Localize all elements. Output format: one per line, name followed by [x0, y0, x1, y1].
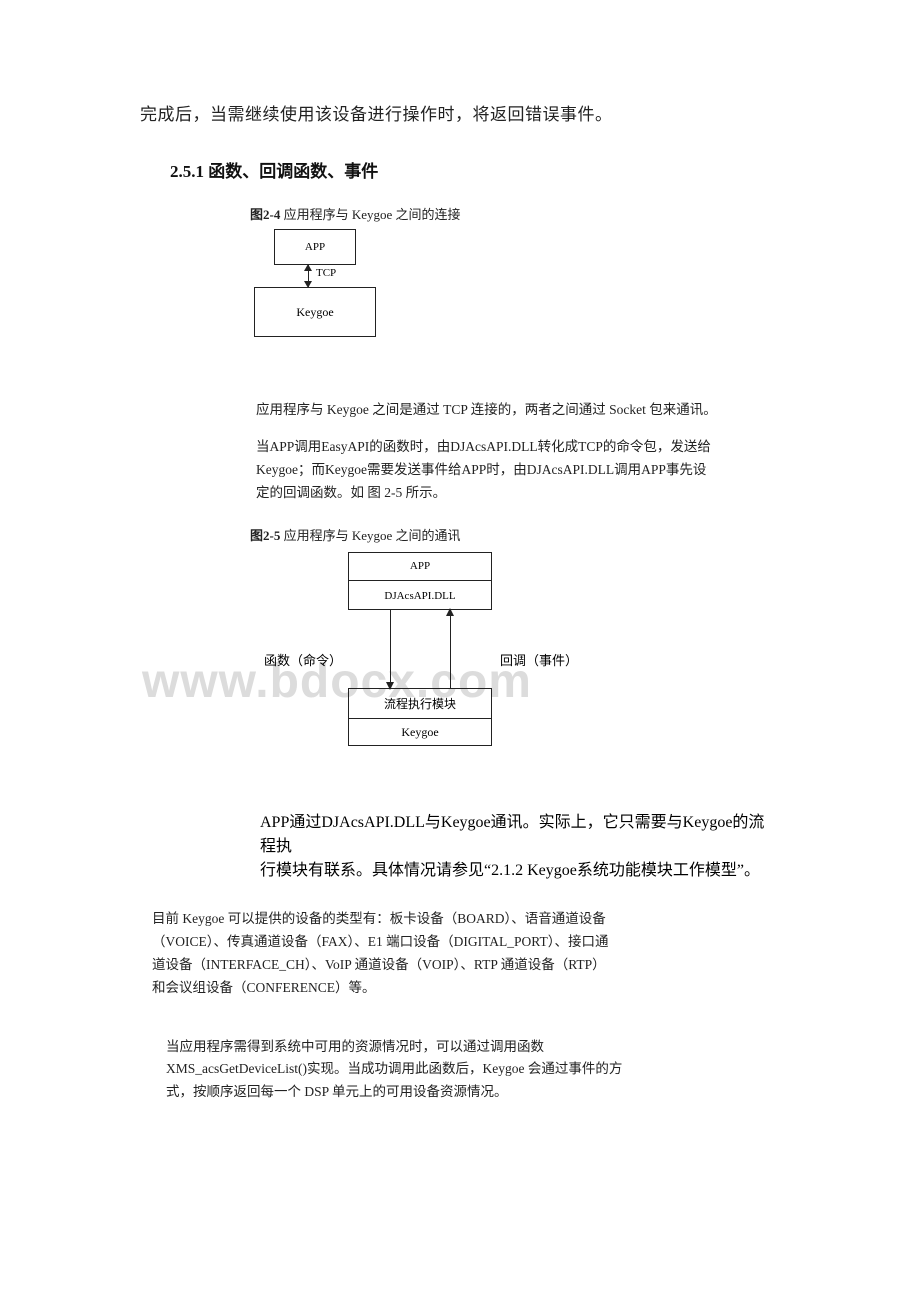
- figure-2-5-number: 图2-5: [250, 528, 280, 543]
- para-api-l2: Keygoe；而Keygoe需要发送事件给APP时，由DJAcsAPI.DLL调…: [256, 462, 706, 477]
- figure-2-5-caption: 图2-5 应用程序与 Keygoe 之间的通讯: [250, 525, 780, 544]
- keygoe-flow-box: 流程执行模块 Keygoe: [348, 688, 492, 746]
- intro-text: 完成后，当需继续使用该设备进行操作时，将返回错误事件。: [140, 100, 780, 125]
- tcp-label: TCP: [316, 267, 336, 279]
- device-types-l1: 目前 Keygoe 可以提供的设备的类型有：板卡设备（BOARD）、语音通道设备: [152, 911, 606, 926]
- app-box: APP: [274, 229, 356, 265]
- figure-2-5-diagram: www.bdocx.com APP DJAcsAPI.DLL 函数（命令） 回调…: [260, 550, 680, 770]
- final-l1: 当应用程序需得到系统中可用的资源情况时，可以通过调用函数: [166, 1039, 544, 1054]
- para-api-desc: 当APP调用EasyAPI的函数时，由DJAcsAPI.DLL转化成TCP的命令…: [256, 436, 776, 505]
- figure-2-4: 图2-4 应用程序与 Keygoe 之间的连接 APP TCP Keygoe: [250, 204, 780, 359]
- function-cmd-label: 函数（命令）: [264, 650, 342, 669]
- keygoe-row: Keygoe: [349, 719, 491, 747]
- figure-2-4-caption: 图2-4 应用程序与 Keygoe 之间的连接: [250, 204, 780, 223]
- arrow-up-icon: [446, 608, 454, 616]
- final-paragraph: 当应用程序需得到系统中可用的资源情况时，可以通过调用函数 XMS_acsGetD…: [166, 1036, 766, 1105]
- para-api-l3: 定的回调函数。如 图 2-5 所示。: [256, 485, 446, 500]
- device-types-l4: 和会议组设备（CONFERENCE）等。: [152, 980, 376, 995]
- figure-2-4-number: 图2-4: [250, 207, 280, 222]
- device-types-text: 目前 Keygoe 可以提供的设备的类型有：板卡设备（BOARD）、语音通道设备…: [152, 908, 780, 1000]
- keygoe-box: Keygoe: [254, 287, 376, 337]
- figure-2-4-diagram: APP TCP Keygoe: [260, 229, 382, 359]
- section-title: 2.5.1 函数、回调函数、事件: [170, 157, 780, 182]
- final-l2: XMS_acsGetDeviceList()实现。当成功调用此函数后，Keygo…: [166, 1061, 622, 1076]
- document-page: 完成后，当需继续使用该设备进行操作时，将返回错误事件。 2.5.1 函数、回调函…: [0, 100, 920, 1104]
- after-figure-2-5-text: APP通过DJAcsAPI.DLL与Keygoe通讯。实际上，它只需要与Keyg…: [260, 808, 770, 880]
- para-api-l1: 当APP调用EasyAPI的函数时，由DJAcsAPI.DLL转化成TCP的命令…: [256, 439, 711, 454]
- figure-2-5: 图2-5 应用程序与 Keygoe 之间的通讯 www.bdocx.com AP…: [250, 525, 780, 770]
- figure-2-5-caption-text: 应用程序与 Keygoe 之间的通讯: [284, 528, 461, 543]
- final-l3: 式，按顺序返回每一个 DSP 单元上的可用设备资源情况。: [166, 1084, 508, 1099]
- device-types-l2: （VOICE）、传真通道设备（FAX）、E1 端口设备（DIGITAL_PORT…: [152, 934, 608, 949]
- after-fig25-l2: 行模块有联系。具体情况请参见“2.1.2 Keygoe系统功能模块工作模型”。: [260, 862, 760, 879]
- dll-row: DJAcsAPI.DLL: [349, 581, 491, 611]
- figure-2-4-caption-text: 应用程序与 Keygoe 之间的连接: [284, 207, 461, 222]
- para-tcp-desc: 应用程序与 Keygoe 之间是通过 TCP 连接的，两者之间通过 Socket…: [256, 399, 776, 422]
- arrow-down-icon: [304, 281, 312, 288]
- device-types-l3: 道设备（INTERFACE_CH）、VoIP 通道设备（VOIP）、RTP 通道…: [152, 957, 606, 972]
- after-fig25-l1: APP通过DJAcsAPI.DLL与Keygoe通讯。实际上，它只需要与Keyg…: [260, 814, 764, 855]
- app-row: APP: [349, 553, 491, 581]
- app-dll-box: APP DJAcsAPI.DLL: [348, 552, 492, 610]
- after-figure-2-4-text: 应用程序与 Keygoe 之间是通过 TCP 连接的，两者之间通过 Socket…: [256, 399, 776, 505]
- right-connector-line: [450, 612, 451, 688]
- left-connector-line: [390, 610, 391, 688]
- tcp-connector: TCP: [254, 265, 382, 287]
- callback-event-label: 回调（事件）: [500, 650, 578, 669]
- flow-module-row: 流程执行模块: [349, 689, 491, 719]
